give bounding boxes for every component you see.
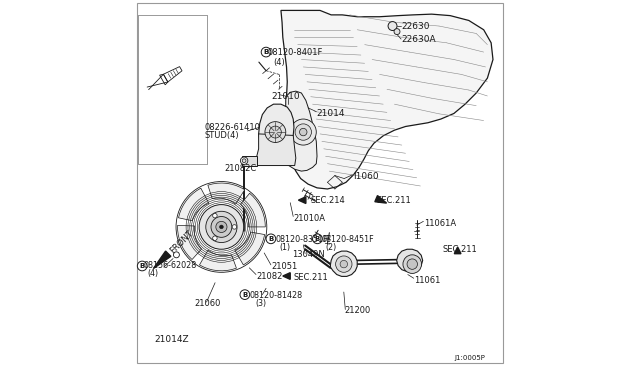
Text: 08120-8351F: 08120-8351F (275, 235, 328, 244)
Polygon shape (330, 251, 357, 276)
Text: SEC.211: SEC.211 (442, 245, 477, 254)
Circle shape (241, 157, 248, 164)
Text: B: B (242, 292, 248, 298)
Polygon shape (259, 104, 294, 150)
Text: SEC.211: SEC.211 (294, 273, 329, 282)
Circle shape (388, 22, 397, 31)
Circle shape (407, 259, 417, 269)
Text: 22630A: 22630A (401, 35, 436, 44)
Text: 21014: 21014 (316, 109, 345, 118)
Circle shape (266, 234, 276, 244)
Text: 08226-61410: 08226-61410 (205, 123, 260, 132)
Text: 22630: 22630 (401, 22, 429, 31)
Polygon shape (177, 225, 202, 260)
Polygon shape (281, 10, 493, 189)
Polygon shape (179, 188, 209, 221)
Text: B: B (140, 263, 145, 269)
Circle shape (335, 256, 352, 272)
Text: (1): (1) (279, 243, 290, 252)
Polygon shape (200, 250, 236, 271)
Circle shape (403, 255, 422, 273)
Text: 21082: 21082 (256, 272, 282, 280)
Circle shape (394, 29, 400, 35)
Text: 11061A: 11061A (424, 219, 456, 228)
Text: 08156-62028: 08156-62028 (143, 262, 196, 270)
Circle shape (232, 225, 237, 229)
Circle shape (220, 225, 223, 229)
Polygon shape (397, 249, 422, 272)
Circle shape (240, 290, 250, 299)
Polygon shape (208, 183, 244, 204)
Text: 21014Z: 21014Z (154, 335, 189, 344)
Circle shape (206, 211, 237, 243)
Polygon shape (454, 247, 461, 254)
Text: SEC.211: SEC.211 (376, 196, 411, 205)
Text: 21051: 21051 (271, 262, 298, 271)
Polygon shape (154, 251, 171, 269)
Circle shape (312, 234, 322, 244)
Circle shape (269, 126, 282, 138)
Circle shape (261, 47, 271, 57)
Text: 08120-81428: 08120-81428 (250, 291, 303, 300)
Circle shape (243, 159, 246, 163)
Circle shape (199, 205, 244, 249)
Text: 21010A: 21010A (293, 214, 325, 223)
Text: l1060: l1060 (353, 172, 379, 181)
Text: 21200: 21200 (344, 306, 371, 315)
Text: STUD(4): STUD(4) (205, 131, 239, 140)
Circle shape (295, 124, 312, 140)
Circle shape (216, 221, 227, 232)
Text: J1:0005P: J1:0005P (454, 355, 486, 361)
Circle shape (211, 217, 232, 237)
Text: SEC.214: SEC.214 (310, 196, 345, 205)
Polygon shape (257, 134, 296, 166)
Circle shape (173, 252, 179, 258)
Circle shape (212, 236, 217, 240)
Text: (2): (2) (326, 243, 337, 252)
Text: 21082C: 21082C (225, 164, 257, 173)
Circle shape (291, 119, 316, 145)
Circle shape (265, 122, 286, 142)
Text: (4): (4) (273, 58, 285, 67)
Text: 08120-8451F: 08120-8451F (322, 235, 374, 244)
Polygon shape (298, 197, 306, 203)
Circle shape (300, 128, 307, 136)
Circle shape (138, 261, 147, 271)
Text: (3): (3) (255, 299, 266, 308)
Text: 08120-8401F: 08120-8401F (268, 48, 323, 57)
Text: B: B (315, 236, 320, 242)
Polygon shape (286, 91, 317, 171)
Polygon shape (242, 156, 257, 166)
Polygon shape (235, 232, 265, 265)
Circle shape (340, 260, 348, 268)
Circle shape (212, 214, 217, 218)
Text: 21060: 21060 (195, 299, 221, 308)
Text: FRONT: FRONT (168, 228, 195, 255)
Polygon shape (241, 193, 266, 227)
Polygon shape (375, 196, 387, 203)
Polygon shape (283, 273, 291, 279)
Text: 21010: 21010 (271, 92, 300, 101)
Text: (4): (4) (147, 269, 158, 278)
Text: B: B (264, 49, 269, 55)
Text: 11061: 11061 (413, 276, 440, 285)
Text: 13049N: 13049N (292, 250, 325, 259)
Text: B: B (268, 236, 273, 242)
